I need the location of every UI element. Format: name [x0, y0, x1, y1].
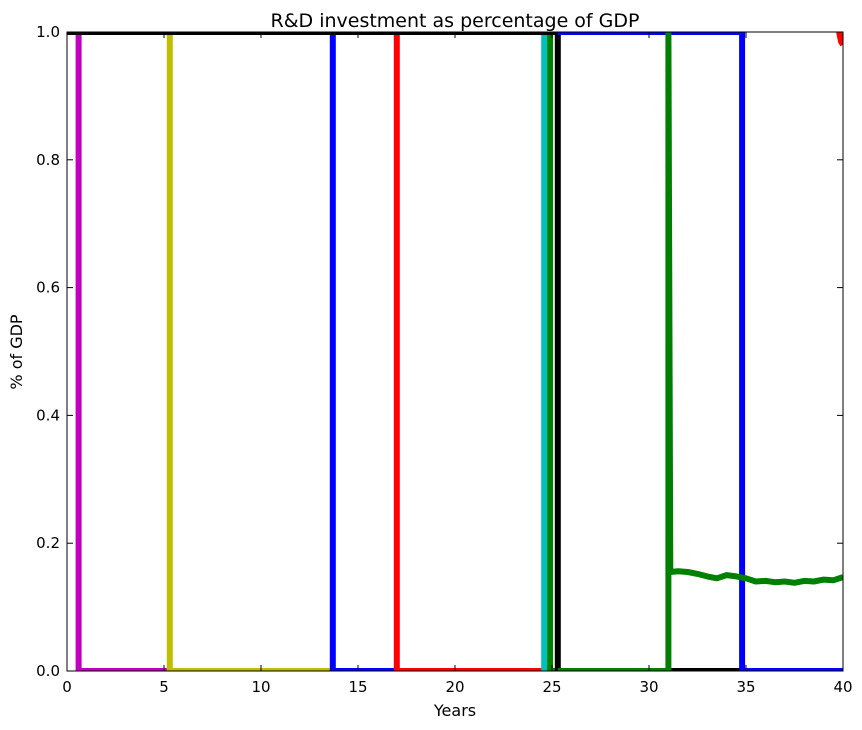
series-line-7 — [67, 32, 843, 671]
series-line-5 — [67, 32, 556, 671]
y-tick-label: 0.4 — [36, 406, 60, 424]
y-tick-label: 0.8 — [36, 151, 60, 169]
x-tick-label: 30 — [639, 678, 658, 696]
series-line-3 — [67, 32, 556, 671]
x-tick-label: 35 — [736, 678, 755, 696]
series-line-4 — [67, 32, 556, 671]
ticks-layer: 0 5 10 15 20 25 30 35 40 0.0 0.2 0.4 0.6 0.8 1.0 — [36, 23, 852, 696]
x-tick-label: 0 — [62, 678, 72, 696]
x-axis-title: Years — [433, 701, 476, 720]
x-tick-label: 10 — [251, 678, 270, 696]
y-tick-label: 0.2 — [36, 534, 60, 552]
x-tick-label: 40 — [833, 678, 852, 696]
chart-title: R&D investment as percentage of GDP — [271, 10, 640, 32]
y-tick-label: 1.0 — [36, 23, 60, 41]
x-tick-label: 15 — [348, 678, 367, 696]
series-line-8 — [557, 32, 843, 671]
y-tick-label: 0.0 — [36, 662, 60, 680]
x-tick-label: 5 — [159, 678, 169, 696]
series-line-6 — [67, 32, 556, 671]
series-line-9 — [557, 32, 843, 671]
series-line-2 — [67, 32, 333, 671]
series-line-10 — [836, 32, 843, 47]
series-layer — [67, 32, 843, 671]
y-axis-title: % of GDP — [7, 314, 26, 390]
x-tick-label: 25 — [542, 678, 561, 696]
series-line-1 — [67, 32, 170, 671]
y-tick-label: 0.6 — [36, 279, 60, 297]
x-tick-label: 20 — [445, 678, 464, 696]
